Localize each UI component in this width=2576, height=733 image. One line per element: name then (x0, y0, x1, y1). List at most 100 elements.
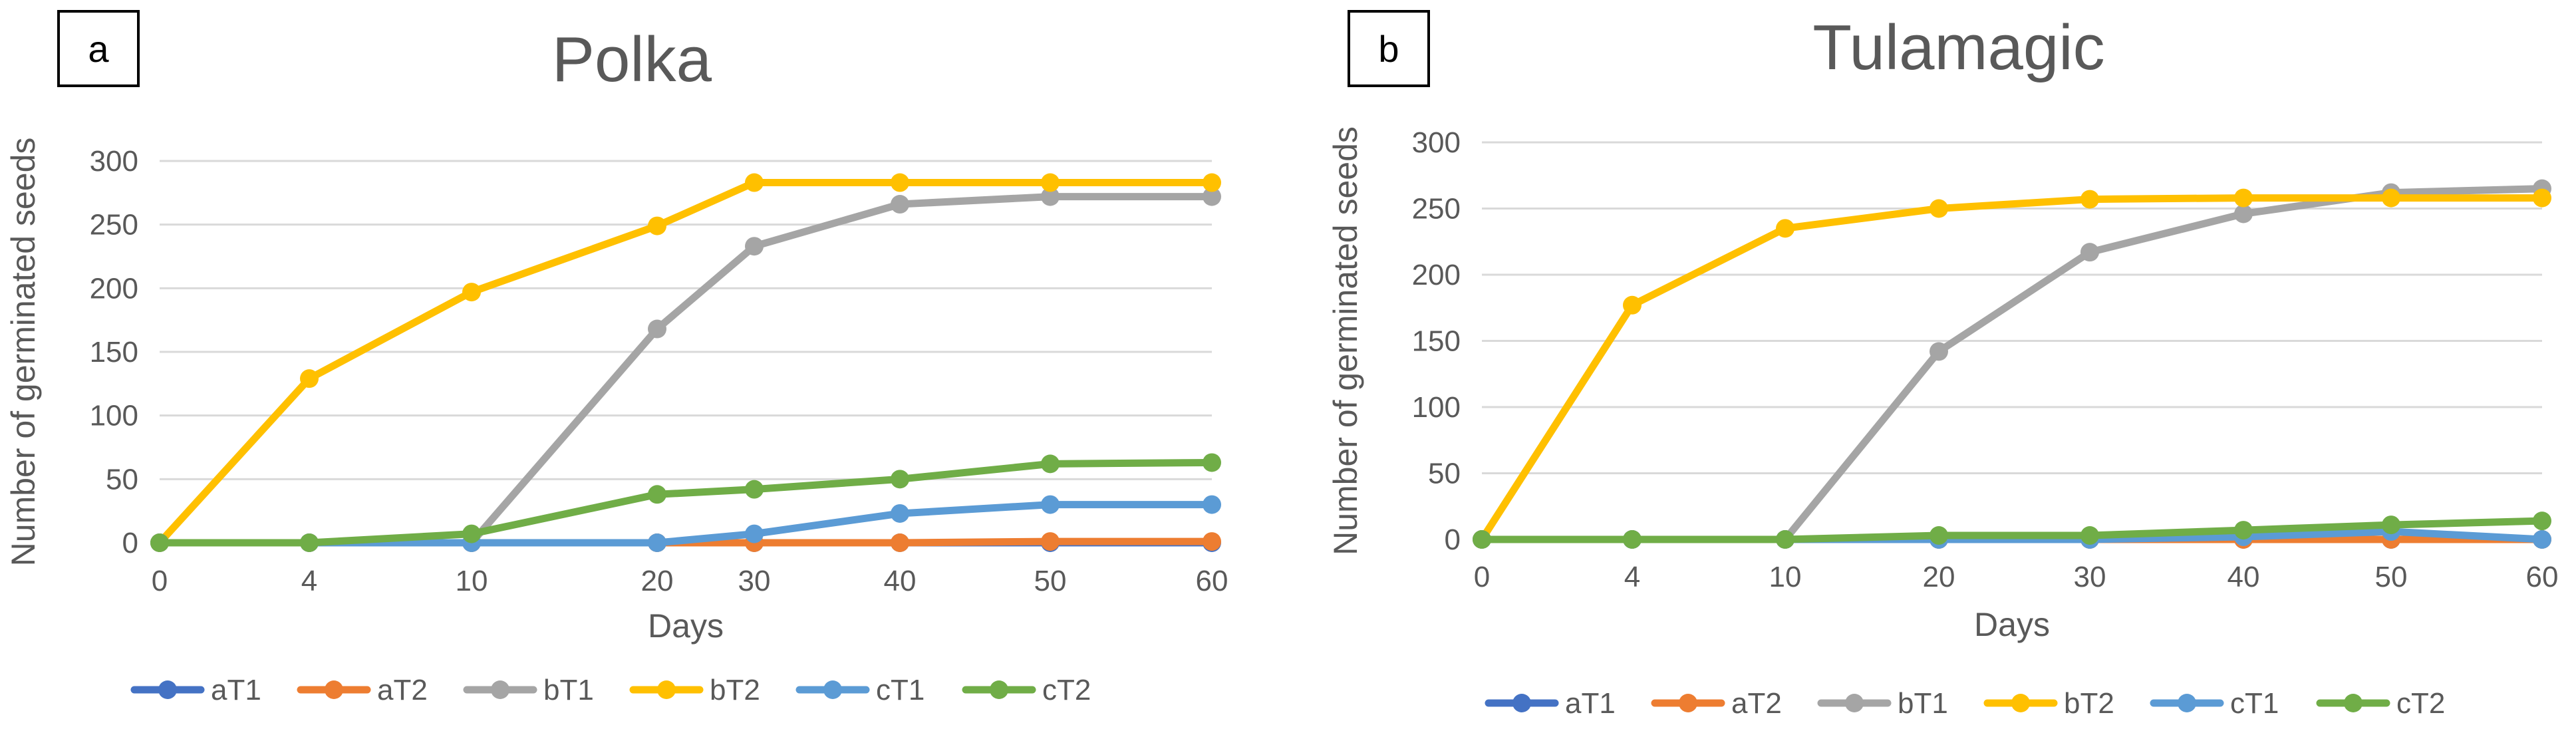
data-point-bT2-60 (2533, 188, 2551, 208)
y-tick-label: 200 (90, 272, 138, 305)
legend-label: cT2 (2396, 687, 2445, 720)
legend-label: cT2 (1042, 674, 1091, 706)
legend-label: aT1 (1565, 687, 1616, 720)
data-point-cT1-30 (745, 524, 764, 543)
data-point-cT2-4 (300, 533, 319, 552)
data-point-cT1-20 (648, 533, 666, 552)
data-point-cT2-40 (2234, 521, 2253, 540)
y-tick-label: 100 (1412, 391, 1461, 424)
series-line-bT2 (1478, 194, 2546, 543)
data-point-bT2-10 (462, 283, 481, 302)
data-point-cT2-50 (1041, 454, 1060, 474)
data-point-bT1-30 (745, 237, 764, 256)
data-point-cT2-20 (648, 485, 666, 504)
y-tick-label: 200 (1412, 259, 1461, 291)
y-tick-label: 0 (122, 527, 138, 559)
legend-swatch-marker (158, 680, 177, 699)
panel-label-box (57, 10, 140, 87)
chart-polka: a Polka 0 50 100 150 200 250 300 0 4 10 20 30 40 50 60 Da… (5, 10, 1228, 706)
data-point-bT1-20 (1930, 342, 1948, 361)
legend-swatch-marker (491, 680, 509, 699)
data-point-bT2-50 (2382, 188, 2400, 208)
legend-swatch-marker (2011, 694, 2030, 712)
x-axis-title: Days (648, 607, 724, 645)
legend-label: cT1 (2230, 687, 2279, 720)
legend: aT1 aT2 bT1 bT2 cT1 cT2 (1485, 687, 2445, 720)
y-tick-label: 50 (1428, 458, 1461, 490)
chart-title: Tulamagic (1812, 12, 2104, 83)
series-bT1 (1473, 179, 2551, 549)
data-point-bT2-40 (891, 173, 909, 192)
legend-swatch-marker (1512, 694, 1531, 712)
data-point-cT1-40 (891, 504, 909, 523)
series-line-cT2 (1478, 517, 2546, 543)
data-point-bT2-30 (745, 173, 764, 192)
x-tick-label: 60 (1196, 565, 1228, 597)
data-point-bT2-20 (1930, 199, 1948, 218)
data-point-bT2-30 (2080, 190, 2099, 209)
x-tick-label: 40 (2227, 561, 2260, 593)
data-point-cT1-60 (1203, 495, 1221, 514)
series-cT2 (150, 453, 1221, 552)
y-tick-label: 250 (90, 209, 138, 241)
series-cT2 (1473, 512, 2551, 549)
legend-item-bT1: bT1 (463, 674, 594, 706)
chart-tulamagic: b Tulamagic 0 50 100 150 200 250 300 0 4 10 20 30 40 50… (1327, 10, 2558, 720)
data-point-bT2-10 (1776, 219, 1794, 238)
data-point-bT1-50 (1041, 187, 1060, 206)
legend-item-bT2: bT2 (1983, 687, 2114, 720)
legend-item-bT1: bT1 (1817, 687, 1948, 720)
legend-label: bT2 (710, 674, 760, 706)
legend-label: aT2 (377, 674, 428, 706)
x-tick-label: 4 (1624, 561, 1640, 593)
y-tick-label: 300 (1412, 126, 1461, 159)
data-point-cT2-0 (1473, 530, 1491, 549)
data-point-cT2-30 (745, 480, 764, 499)
legend-swatch-marker (1845, 694, 1864, 712)
series-line-bT2 (156, 179, 1216, 547)
x-tick-label: 50 (2375, 561, 2408, 593)
data-point-bT1-20 (648, 319, 666, 339)
legend-label: bT1 (1898, 687, 1948, 720)
data-point-bT2-60 (1203, 173, 1221, 192)
data-point-bT2-20 (648, 216, 666, 235)
y-axis-title: Number of germinated seeds (5, 138, 42, 567)
series-line-bT1 (1478, 185, 2546, 543)
data-point-cT2-20 (1930, 526, 1948, 545)
legend-swatch-marker (325, 680, 343, 699)
legend-item-cT2: cT2 (2316, 687, 2445, 720)
data-point-aT2-40 (891, 533, 909, 552)
y-tick-label: 150 (90, 336, 138, 368)
y-tick-label: 300 (90, 145, 138, 178)
data-point-bT1-40 (891, 195, 909, 214)
legend-item-bT2: bT2 (629, 674, 760, 706)
legend-swatch-marker (823, 680, 842, 699)
data-point-bT2-40 (2234, 188, 2253, 208)
legend-label: bT2 (2064, 687, 2114, 720)
panel-label-box (1348, 10, 1430, 87)
x-tick-label: 10 (1769, 561, 1802, 593)
y-tick-label: 250 (1412, 193, 1461, 225)
legend-label: aT2 (1731, 687, 1782, 720)
x-tick-label: 50 (1034, 565, 1067, 597)
data-point-cT2-10 (1776, 530, 1794, 549)
series-line-cT2 (156, 458, 1216, 547)
data-point-cT2-30 (2080, 526, 2099, 545)
y-axis-title: Number of germinated seeds (1327, 126, 1364, 555)
data-point-cT2-60 (1203, 453, 1221, 472)
data-point-cT2-4 (1623, 530, 1642, 549)
legend-item-aT1: aT1 (1485, 687, 1616, 720)
y-tick-label: 100 (90, 400, 138, 432)
data-point-bT1-30 (2080, 243, 2099, 262)
legend-item-cT1: cT1 (795, 674, 925, 706)
legend-item-cT2: cT2 (962, 674, 1091, 706)
data-point-aT2-60 (1203, 532, 1221, 551)
legend-label: bT1 (543, 674, 594, 706)
legend-swatch-marker (1679, 694, 1697, 712)
x-tick-label: 20 (1923, 561, 1955, 593)
x-tick-label: 30 (738, 565, 771, 597)
data-point-cT2-60 (2533, 512, 2551, 531)
legend-label: cT1 (876, 674, 925, 706)
legend-swatch-marker (2344, 694, 2362, 712)
